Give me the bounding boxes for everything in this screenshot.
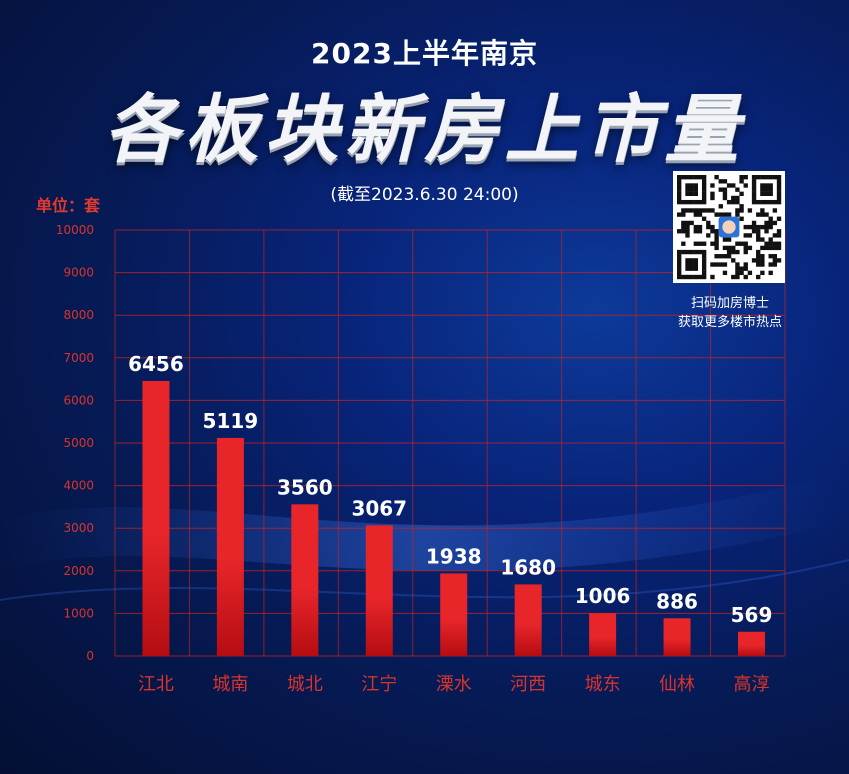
y-tick-label: 9000 [63, 266, 94, 280]
bar-value-label: 1938 [426, 544, 482, 568]
bar [663, 618, 691, 656]
x-tick-label: 江宁 [361, 674, 397, 695]
bar [440, 573, 468, 656]
x-tick-label: 仙林 [659, 674, 695, 695]
bar-value-label: 1006 [575, 584, 631, 608]
x-tick-label: 河西 [510, 674, 546, 695]
bar-value-label: 6456 [128, 352, 184, 376]
qr-caption-line1: 扫码加房博士 [690, 296, 769, 311]
bar [514, 584, 542, 656]
y-tick-label: 2000 [63, 564, 94, 578]
bar-value-label: 569 [731, 603, 773, 627]
bar-value-label: 3560 [277, 475, 333, 499]
x-tick-label: 溧水 [436, 674, 472, 695]
y-tick-label: 10000 [56, 223, 94, 237]
title-top: 2023上半年南京 [311, 37, 538, 70]
y-tick-label: 7000 [63, 351, 94, 365]
bar [589, 613, 617, 656]
bar-value-label: 886 [656, 589, 698, 613]
x-tick-label: 城南 [212, 674, 248, 695]
y-tick-label: 8000 [63, 308, 94, 322]
bar [738, 631, 765, 656]
bar-value-label: 3067 [351, 496, 407, 520]
page-title: 各板块新房上市量 [104, 87, 745, 173]
y-tick-label: 6000 [63, 393, 94, 407]
x-tick-label: 江北 [138, 674, 174, 695]
x-tick-label: 城北 [287, 674, 323, 695]
bar [216, 437, 244, 656]
unit-label: 单位：套 [36, 196, 101, 215]
bar [291, 504, 319, 656]
qr-code[interactable] [673, 171, 785, 283]
qr-caption-line2: 获取更多楼市热点 [677, 315, 782, 330]
qr-code-icon [677, 175, 782, 280]
qr-caption: 扫码加房博士 获取更多楼市热点 [655, 294, 805, 332]
bar [142, 380, 170, 656]
y-tick-label: 3000 [63, 521, 94, 535]
y-tick-label: 0 [86, 649, 94, 663]
x-tick-label: 城东 [585, 674, 621, 695]
x-tick-label: 高淳 [734, 674, 770, 695]
y-tick-label: 4000 [63, 479, 94, 493]
y-tick-label: 1000 [63, 606, 94, 620]
bar [365, 525, 393, 656]
bar-value-label: 5119 [203, 409, 259, 433]
y-tick-label: 5000 [63, 436, 94, 450]
bar-value-label: 1680 [500, 555, 556, 579]
subtitle-date: (截至2023.6.30 24:00) [330, 185, 519, 205]
